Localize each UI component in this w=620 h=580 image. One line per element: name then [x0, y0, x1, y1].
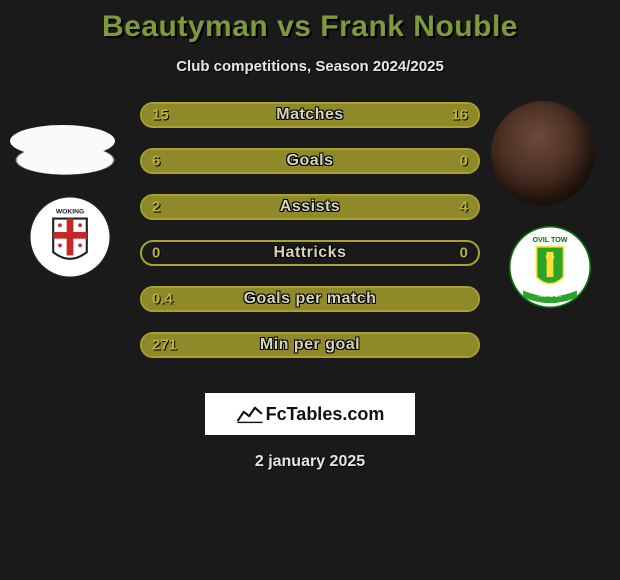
stat-label: Matches: [276, 106, 344, 124]
stat-value-right: 0: [460, 153, 468, 170]
svg-text:HIEVE BY: HIEVE BY: [538, 293, 562, 299]
stat-row: 271 Min per goal: [140, 332, 480, 358]
stats-area: WOKING OVIL TOW HIEVE BY 15 Matches: [0, 105, 620, 385]
stat-label: Hattricks: [274, 244, 347, 262]
stat-value-right: 16: [451, 107, 468, 124]
stat-value-right: 0: [460, 245, 468, 262]
stat-row: 0.4 Goals per match: [140, 286, 480, 312]
stat-value-left: 15: [152, 107, 169, 124]
stat-rows: 15 Matches 16 6 Goals 0 2 Assists 4 0 Hattricks 0 0.…: [140, 102, 480, 378]
stat-row: 6 Goals 0: [140, 148, 480, 174]
subtitle: Club competitions, Season 2024/2025: [0, 58, 620, 75]
stat-value-left: 6: [152, 153, 160, 170]
branding-text: FcTables.com: [266, 404, 385, 425]
stat-label: Assists: [280, 198, 340, 216]
date-label: 2 january 2025: [0, 453, 620, 471]
branding-icon: [236, 403, 264, 425]
stat-label: Goals per match: [244, 290, 377, 308]
crest-right-text: OVIL TOW: [533, 236, 568, 244]
stat-value-right: 4: [460, 199, 468, 216]
club-crest-right: OVIL TOW HIEVE BY: [508, 225, 592, 309]
crest-left-text: WOKING: [56, 208, 84, 215]
stat-value-left: 2: [152, 199, 160, 216]
player-right-avatar: [491, 101, 595, 205]
stat-value-left: 0.4: [152, 291, 173, 308]
stat-label: Goals: [287, 152, 334, 170]
page-title: Beautyman vs Frank Nouble: [0, 10, 620, 44]
stat-label: Min per goal: [260, 336, 360, 354]
avatar-placeholder-icon: [10, 125, 115, 157]
branding-badge: FcTables.com: [205, 393, 415, 435]
club-crest-left: WOKING: [28, 195, 112, 279]
stat-row: 0 Hattricks 0: [140, 240, 480, 266]
stat-row: 15 Matches 16: [140, 102, 480, 128]
stat-row: 2 Assists 4: [140, 194, 480, 220]
stat-value-left: 0: [152, 245, 160, 262]
stat-value-left: 271: [152, 337, 177, 354]
